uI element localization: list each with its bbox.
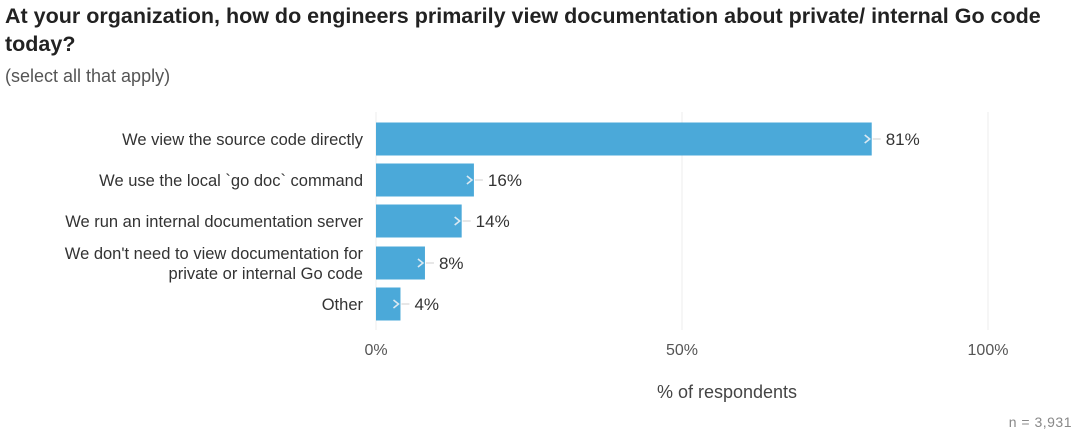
chart-subtitle: (select all that apply) — [5, 66, 171, 86]
x-axis-label: % of respondents — [657, 382, 797, 402]
bar — [376, 163, 474, 197]
value-label: 4% — [414, 295, 439, 314]
value-labels: 81% 16% 14% 8% 4% — [414, 130, 919, 314]
category-label: We view the source code directly — [122, 131, 364, 149]
category-label: We don't need to view documentation for — [65, 245, 364, 263]
bar — [376, 246, 425, 280]
bar-end-marker — [864, 134, 872, 144]
bar — [376, 204, 462, 238]
value-label: 14% — [476, 212, 510, 231]
bar-end-marker — [392, 299, 400, 309]
x-tick-label: 100% — [968, 342, 1009, 359]
value-label: 8% — [439, 254, 464, 273]
category-labels: We view the source code directly We use t… — [65, 131, 364, 314]
sample-size-note: n = 3,931 — [1008, 414, 1072, 430]
bar-end-marker — [417, 258, 425, 268]
value-label: 81% — [886, 130, 920, 149]
x-tick-label: 50% — [666, 342, 698, 359]
bar — [376, 122, 872, 156]
bar — [376, 287, 401, 321]
bar-end-marker — [466, 175, 474, 185]
x-tick-labels: 0% 50% 100% — [364, 342, 1008, 359]
bars — [376, 122, 881, 321]
x-tick-label: 0% — [364, 342, 387, 359]
value-label: 16% — [488, 171, 522, 190]
chart-title: At your organization, how do engineers p… — [5, 4, 1041, 56]
bar-end-marker — [454, 216, 461, 226]
category-label: We run an internal documentation server — [65, 213, 363, 231]
category-label: Other — [322, 296, 364, 314]
category-label: private or internal Go code — [169, 265, 363, 283]
category-label: We use the local `go doc` command — [99, 172, 363, 190]
